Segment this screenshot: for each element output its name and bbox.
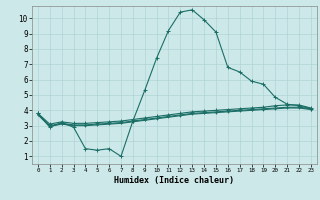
X-axis label: Humidex (Indice chaleur): Humidex (Indice chaleur) — [115, 176, 234, 185]
